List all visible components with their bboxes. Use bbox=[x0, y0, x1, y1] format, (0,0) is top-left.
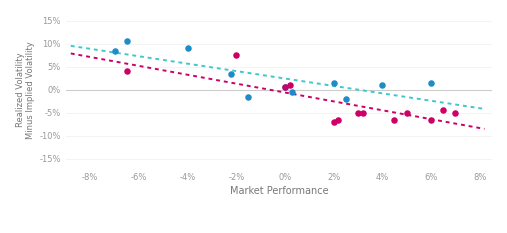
Point bbox=[232, 53, 240, 57]
Point bbox=[335, 118, 343, 121]
Point bbox=[330, 81, 338, 85]
Point bbox=[330, 120, 338, 124]
Point bbox=[227, 72, 235, 75]
Point bbox=[427, 118, 435, 121]
Point bbox=[288, 90, 296, 94]
Point bbox=[184, 47, 192, 50]
Point bbox=[286, 83, 294, 87]
Point bbox=[403, 111, 411, 115]
Point bbox=[123, 40, 131, 43]
Point bbox=[111, 49, 119, 52]
Point bbox=[342, 97, 350, 101]
X-axis label: Market Performance: Market Performance bbox=[230, 186, 328, 196]
Point bbox=[354, 111, 362, 115]
Point bbox=[427, 81, 435, 85]
Point bbox=[451, 111, 459, 115]
Point bbox=[244, 95, 252, 99]
Y-axis label: Realized Volatility
Minus Implied Volatility: Realized Volatility Minus Implied Volati… bbox=[16, 41, 35, 139]
Point bbox=[281, 86, 289, 89]
Point bbox=[439, 109, 447, 112]
Point bbox=[390, 118, 399, 121]
Point bbox=[281, 86, 289, 89]
Point bbox=[123, 69, 131, 73]
Point bbox=[378, 83, 386, 87]
Point bbox=[359, 111, 367, 115]
